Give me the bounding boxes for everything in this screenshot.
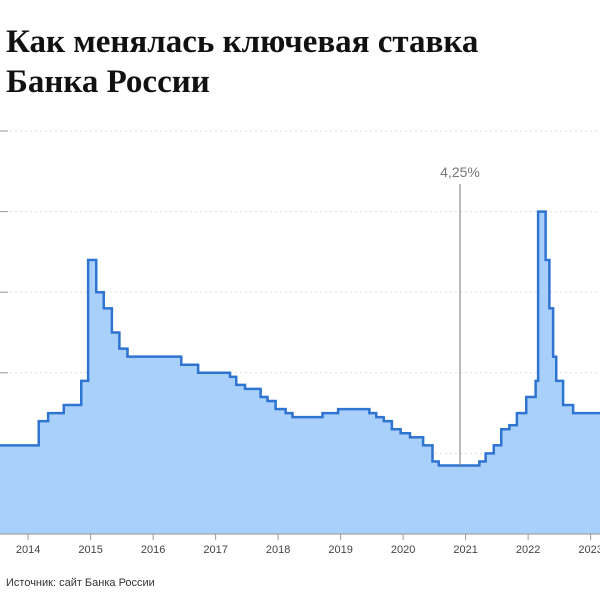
area-step [563,405,574,534]
x-tick-label: 2014 [16,544,40,556]
chart-title-line: Как менялась ключевая ставка [6,24,478,60]
chart-title-line: Банка России [6,64,210,100]
x-tick-label: 2019 [328,544,352,556]
area-step [501,429,510,534]
area-step [376,417,385,534]
area-step [432,461,440,534]
area-step [0,445,40,534]
area-step [260,396,268,534]
area-step [538,211,547,534]
area-step [338,409,370,534]
x-tick-label: 2023 [578,544,600,556]
area-step [81,380,89,534]
area-step [275,409,287,534]
area-step [410,437,424,534]
area-step [549,308,554,534]
x-tick-label: 2021 [453,544,477,556]
x-tick-label: 2020 [391,544,415,556]
area-step [198,372,231,534]
x-tick-label: 2017 [203,544,227,556]
x-tick-label: 2016 [141,544,165,556]
area-step [391,429,402,534]
area-step [63,405,82,534]
area-step [127,356,182,534]
area-step [553,356,557,534]
area-step [526,396,537,534]
area-step [181,364,199,534]
area-step [545,259,550,534]
x-tick-label: 2022 [516,544,540,556]
area-step [103,308,113,534]
area-step [438,465,480,534]
source-note: Источник: сайт Банка России [6,577,155,589]
area-step [369,413,377,534]
annotation-label: 4,25% [440,164,480,180]
step-riser [37,211,575,466]
area-step [322,413,339,534]
area-step [516,413,527,534]
area-step [48,413,65,534]
area-step [285,413,293,534]
area-step [479,461,487,534]
area-step [38,421,49,534]
area-step [423,445,433,534]
area-step [400,433,411,534]
area-step [111,332,120,534]
x-tick-label: 2018 [266,544,290,556]
area-step [267,401,277,534]
area-step [493,445,502,534]
area-step [230,376,237,534]
area-step [88,259,97,534]
area-step [485,453,495,534]
area-step [245,388,262,534]
area-step [573,413,600,534]
area-step [119,348,128,534]
x-tick-label: 2015 [78,544,102,556]
area-step [236,384,246,534]
area-step [292,417,323,534]
area-step [535,380,539,534]
area-step [383,421,393,534]
area-step [556,380,564,534]
area-step [509,425,518,534]
area-step [96,292,105,534]
